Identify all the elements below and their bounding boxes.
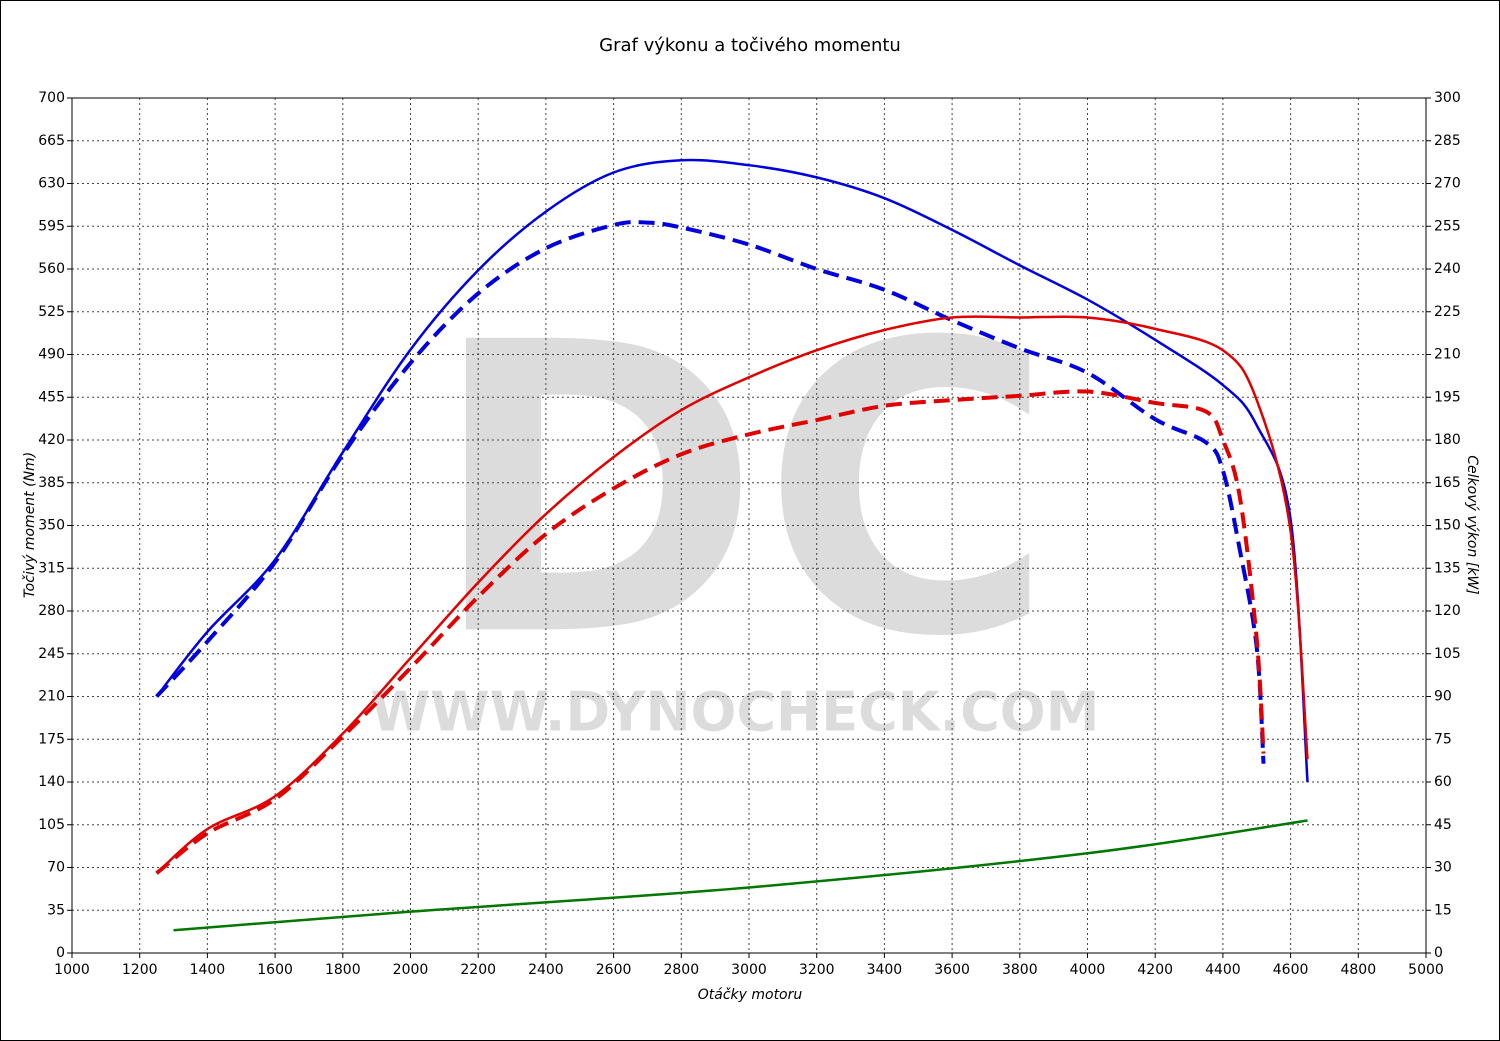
y2-tick-label: 165	[1434, 475, 1461, 491]
y-tick-label: 700	[38, 90, 65, 106]
x-tick-label: 1400	[190, 962, 226, 978]
y2-tick-label: 195	[1434, 389, 1461, 405]
x-tick-label: 4400	[1205, 962, 1241, 978]
x-tick-label: 3200	[799, 962, 835, 978]
x-tick-label: 2000	[393, 962, 429, 978]
y-tick-label: 525	[38, 304, 65, 320]
y2-tick-label: 0	[1434, 945, 1443, 961]
y2-tick-label: 45	[1434, 817, 1452, 833]
series-line	[155, 158, 1309, 783]
x-tick-label: 2200	[460, 962, 496, 978]
y-tick-label: 350	[38, 518, 65, 534]
x-tick-label: 2800	[663, 962, 699, 978]
y-axis-label: Točivý moment (Nm)	[22, 452, 38, 598]
x-tick-label: 3000	[731, 962, 767, 978]
y-tick-label: 420	[38, 432, 65, 448]
chart-title: Graf výkonu a točivého momentu	[599, 35, 901, 56]
y-tick-label: 105	[38, 817, 65, 833]
y-tick-label: 315	[38, 560, 65, 576]
y-tick-label: 175	[38, 731, 65, 747]
x-tick-label: 1600	[257, 962, 293, 978]
y2-tick-label: 225	[1434, 304, 1461, 320]
x-tick-label: 4200	[1137, 962, 1173, 978]
y2-tick-label: 210	[1434, 347, 1461, 363]
y2-tick-label: 180	[1434, 432, 1461, 448]
y2-tick-label: 135	[1434, 560, 1461, 576]
y-tick-label: 140	[38, 774, 65, 790]
y-tick-label: 245	[38, 646, 65, 662]
series-line	[173, 819, 1308, 932]
x-tick-label: 3800	[1002, 962, 1038, 978]
watermark: DC	[429, 259, 1055, 724]
x-tick-label: 3600	[934, 962, 970, 978]
x-tick-label: 4800	[1340, 962, 1376, 978]
y2-tick-label: 300	[1434, 90, 1461, 106]
x-tick-label: 3400	[867, 962, 903, 978]
y2-tick-label: 240	[1434, 261, 1461, 277]
x-tick-label: 1200	[122, 962, 158, 978]
y-tick-label: 280	[38, 603, 65, 619]
x-tick-label: 1000	[54, 962, 90, 978]
watermark-url: WWW.DYNOCHECK.COM	[371, 681, 1100, 744]
y-tick-label: 35	[47, 902, 65, 918]
y-tick-label: 455	[38, 389, 65, 405]
series-line	[155, 220, 1266, 764]
y-tick-label: 0	[56, 945, 65, 961]
y2-tick-label: 15	[1434, 902, 1452, 918]
x-tick-label: 2600	[596, 962, 632, 978]
x-tick-label: 1800	[325, 962, 361, 978]
x-tick-label: 4600	[1273, 962, 1309, 978]
y2-tick-label: 255	[1434, 218, 1461, 234]
y-tick-label: 490	[38, 347, 65, 363]
y-tick-label: 665	[38, 133, 65, 149]
y2-tick-label: 105	[1434, 646, 1461, 662]
y-tick-label: 595	[38, 218, 65, 234]
x-axis-label: Otáčky motoru	[698, 987, 803, 1003]
y2-tick-label: 120	[1434, 603, 1461, 619]
y2-tick-label: 90	[1434, 689, 1452, 705]
x-tick-label: 2400	[528, 962, 564, 978]
series-line	[155, 315, 1309, 875]
y2-tick-label: 150	[1434, 518, 1461, 534]
y-tick-label: 210	[38, 689, 65, 705]
plot-border	[71, 97, 1427, 954]
y-tick-label: 630	[38, 176, 65, 192]
y2-tick-label: 270	[1434, 176, 1461, 192]
y-tick-label: 70	[47, 860, 65, 876]
y2-tick-label: 75	[1434, 731, 1452, 747]
x-tick-label: 4000	[1070, 962, 1106, 978]
y2-tick-label: 60	[1434, 774, 1452, 790]
x-tick-label: 5000	[1408, 962, 1444, 978]
y-tick-label: 385	[38, 475, 65, 491]
y2-tick-label: 285	[1434, 133, 1461, 149]
y2-tick-label: 30	[1434, 860, 1452, 876]
y-tick-label: 560	[38, 261, 65, 277]
y2-axis-label: Celkový výkon [kW]	[1464, 455, 1480, 594]
